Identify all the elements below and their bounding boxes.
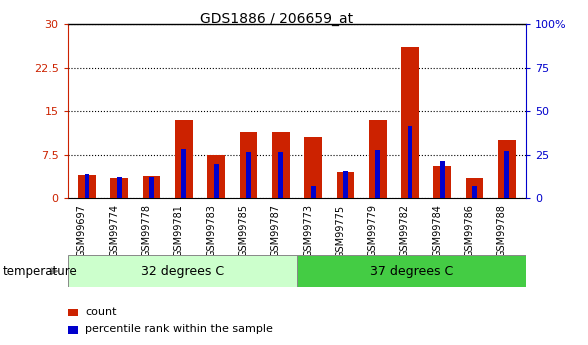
Text: GSM99781: GSM99781: [174, 204, 184, 257]
Bar: [401, 47, 419, 198]
Text: percentile rank within the sample: percentile rank within the sample: [85, 325, 273, 334]
Text: GSM99783: GSM99783: [206, 204, 216, 257]
Bar: [304, 137, 322, 198]
Text: GSM99786: GSM99786: [465, 204, 475, 257]
Text: GSM99773: GSM99773: [303, 204, 313, 257]
Text: GSM99775: GSM99775: [335, 204, 345, 257]
Text: GSM99785: GSM99785: [239, 204, 249, 257]
Bar: [246, 152, 251, 198]
Bar: [375, 150, 380, 198]
Bar: [433, 166, 451, 198]
Bar: [68, 309, 78, 316]
Text: GSM99782: GSM99782: [400, 204, 410, 257]
Bar: [278, 152, 283, 198]
Text: GSM99784: GSM99784: [432, 204, 442, 257]
Bar: [143, 176, 161, 198]
Bar: [208, 155, 225, 198]
Bar: [440, 161, 445, 198]
Bar: [369, 120, 386, 198]
Bar: [85, 174, 89, 198]
Bar: [310, 186, 316, 198]
Bar: [214, 164, 219, 198]
Text: GSM99774: GSM99774: [109, 204, 119, 257]
Bar: [117, 177, 122, 198]
Bar: [407, 126, 412, 198]
Text: GSM99697: GSM99697: [77, 204, 87, 257]
Text: count: count: [85, 307, 117, 317]
Bar: [272, 131, 290, 198]
Text: GSM99788: GSM99788: [497, 204, 507, 257]
Bar: [149, 177, 154, 198]
Text: GSM99779: GSM99779: [368, 204, 377, 257]
Text: 32 degrees C: 32 degrees C: [141, 265, 224, 278]
Bar: [297, 255, 526, 287]
Bar: [336, 172, 354, 198]
Bar: [182, 149, 186, 198]
Bar: [111, 178, 128, 198]
Bar: [466, 178, 483, 198]
Bar: [68, 326, 78, 334]
Text: 37 degrees C: 37 degrees C: [370, 265, 453, 278]
Text: GSM99778: GSM99778: [142, 204, 152, 257]
Bar: [175, 120, 193, 198]
Bar: [343, 171, 348, 198]
Bar: [240, 131, 258, 198]
Text: temperature: temperature: [3, 265, 78, 278]
Bar: [78, 175, 96, 198]
Bar: [498, 140, 516, 198]
Bar: [505, 151, 509, 198]
Bar: [472, 186, 477, 198]
Bar: [68, 255, 297, 287]
Text: GDS1886 / 206659_at: GDS1886 / 206659_at: [200, 12, 353, 26]
Text: GSM99787: GSM99787: [271, 204, 281, 257]
